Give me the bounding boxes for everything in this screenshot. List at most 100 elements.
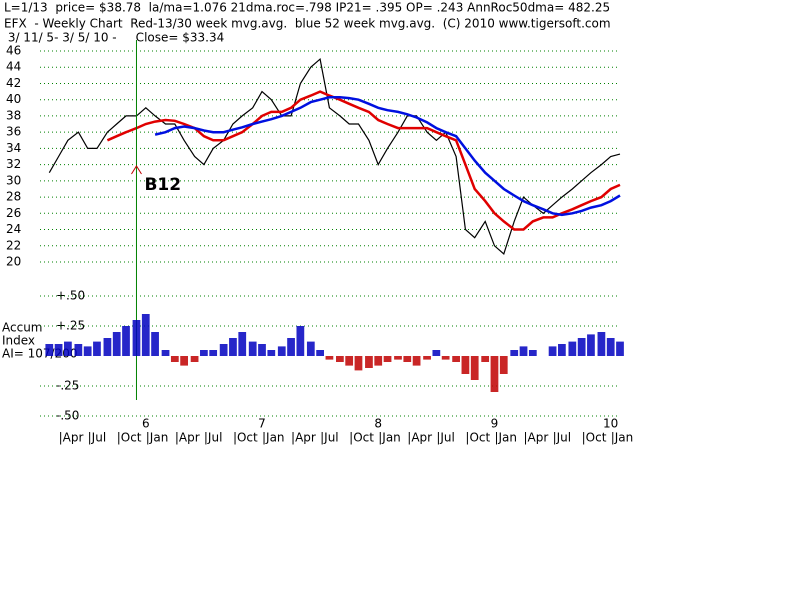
month-tick-label: |Oct	[349, 431, 374, 445]
accum-bar	[219, 344, 228, 356]
x-tick-label: 6	[142, 417, 150, 431]
accum-bar	[64, 341, 72, 356]
header-line: EFX - Weekly Chart Red-13/30 week mvg.av…	[4, 17, 611, 31]
accum-bar	[141, 314, 150, 356]
accum-bar	[499, 356, 508, 374]
x-tick-label: 8	[374, 417, 382, 431]
accum-bar	[568, 341, 577, 356]
accum-bar	[248, 341, 257, 356]
panel-label: Accum	[2, 321, 43, 335]
accum-bar	[461, 356, 470, 374]
series-line	[154, 96, 621, 217]
header-line: L=1/13 price= $38.78 la/ma=1.076 21dma.r…	[4, 1, 610, 15]
accum-bar	[151, 332, 159, 356]
y-tick-label: 20	[6, 255, 21, 269]
y-tick-label: 26	[6, 206, 21, 220]
month-tick-label: |Jan	[494, 431, 517, 445]
month-tick-label: |Apr	[175, 431, 200, 445]
accum-bar	[209, 350, 218, 356]
accum-bar	[365, 356, 373, 368]
accum-bar	[558, 344, 566, 356]
accum-bar	[510, 350, 519, 356]
month-tick-label: |Oct	[465, 431, 490, 445]
month-tick-label: |Jul	[553, 431, 572, 445]
accum-bar	[296, 326, 305, 356]
accum-bar	[200, 350, 208, 356]
x-tick-label: 7	[258, 417, 266, 431]
panel-label: Index	[2, 334, 35, 348]
accum-bar	[432, 350, 441, 356]
month-tick-label: |Oct	[233, 431, 258, 445]
y-tick-label: 24	[6, 222, 21, 236]
accum-bar	[122, 326, 130, 356]
accum-bar	[306, 341, 315, 356]
month-tick-label: |Oct	[582, 431, 607, 445]
signal-label: B12	[144, 175, 181, 195]
accum-bar	[374, 356, 383, 366]
accum-bar	[412, 356, 421, 366]
accum-bar	[258, 344, 266, 356]
x-tick-label: 10	[603, 417, 618, 431]
accum-bar	[519, 346, 528, 356]
y-tick-label: 46	[6, 44, 21, 58]
accum-bar	[548, 346, 557, 356]
accum-bar	[287, 338, 295, 356]
y-tick-label: 32	[6, 157, 21, 171]
accum-bar	[452, 356, 460, 362]
month-tick-label: |Jul	[204, 431, 223, 445]
month-tick-label: |Oct	[117, 431, 142, 445]
accum-bar	[161, 350, 170, 356]
accum-bar	[277, 346, 286, 356]
accum-bar	[606, 338, 615, 356]
y-tick-label: 22	[6, 238, 21, 252]
y-tick-label: 42	[6, 76, 21, 90]
month-tick-label: |Apr	[407, 431, 432, 445]
accum-bar	[383, 356, 392, 362]
accum-bar	[103, 338, 112, 356]
month-tick-label: |Jan	[378, 431, 401, 445]
y-tick-label: 30	[6, 173, 21, 187]
month-tick-label: |Jan	[262, 431, 285, 445]
accum-bar	[180, 356, 189, 366]
accum-bar	[470, 356, 479, 380]
y-tick-label: 44	[6, 60, 21, 74]
header-line: 3/ 11/ 5- 3/ 5/ 10 - Close= $33.34	[4, 31, 224, 45]
accum-bar	[325, 356, 334, 360]
accum-bar	[83, 346, 92, 356]
accum-bar	[336, 356, 344, 362]
accum-bar	[441, 356, 450, 360]
y-tick-label: 36	[6, 125, 21, 139]
y-tick-label: 40	[6, 92, 21, 106]
month-tick-label: |Jul	[88, 431, 107, 445]
accum-bar	[267, 350, 276, 356]
y-tick-label: -.25	[56, 379, 79, 393]
accum-bar	[229, 338, 237, 356]
month-tick-label: |Jul	[436, 431, 455, 445]
accum-bar	[190, 356, 199, 362]
x-tick-label: 9	[491, 417, 499, 431]
month-tick-label: |Apr	[59, 431, 84, 445]
month-tick-label: |Apr	[524, 431, 549, 445]
series-line	[48, 57, 621, 255]
y-tick-label: -.50	[56, 409, 79, 423]
accum-bar	[423, 356, 431, 360]
y-tick-label: +.50	[56, 289, 85, 303]
accum-bar	[74, 344, 83, 356]
accum-bar	[132, 320, 141, 356]
accum-bar	[345, 356, 354, 366]
y-tick-label: +.25	[56, 319, 85, 333]
accum-bar	[170, 356, 179, 362]
month-tick-label: |Jan	[611, 431, 634, 445]
accum-bar	[587, 334, 595, 356]
accum-bar	[54, 344, 63, 356]
accum-bar	[577, 338, 586, 356]
month-tick-label: |Jul	[320, 431, 339, 445]
month-tick-label: |Apr	[291, 431, 316, 445]
y-tick-label: 34	[6, 141, 21, 155]
y-tick-label: 28	[6, 190, 21, 204]
accum-bar	[316, 350, 324, 356]
y-tick-label: 38	[6, 108, 21, 122]
month-tick-label: |Jan	[146, 431, 169, 445]
